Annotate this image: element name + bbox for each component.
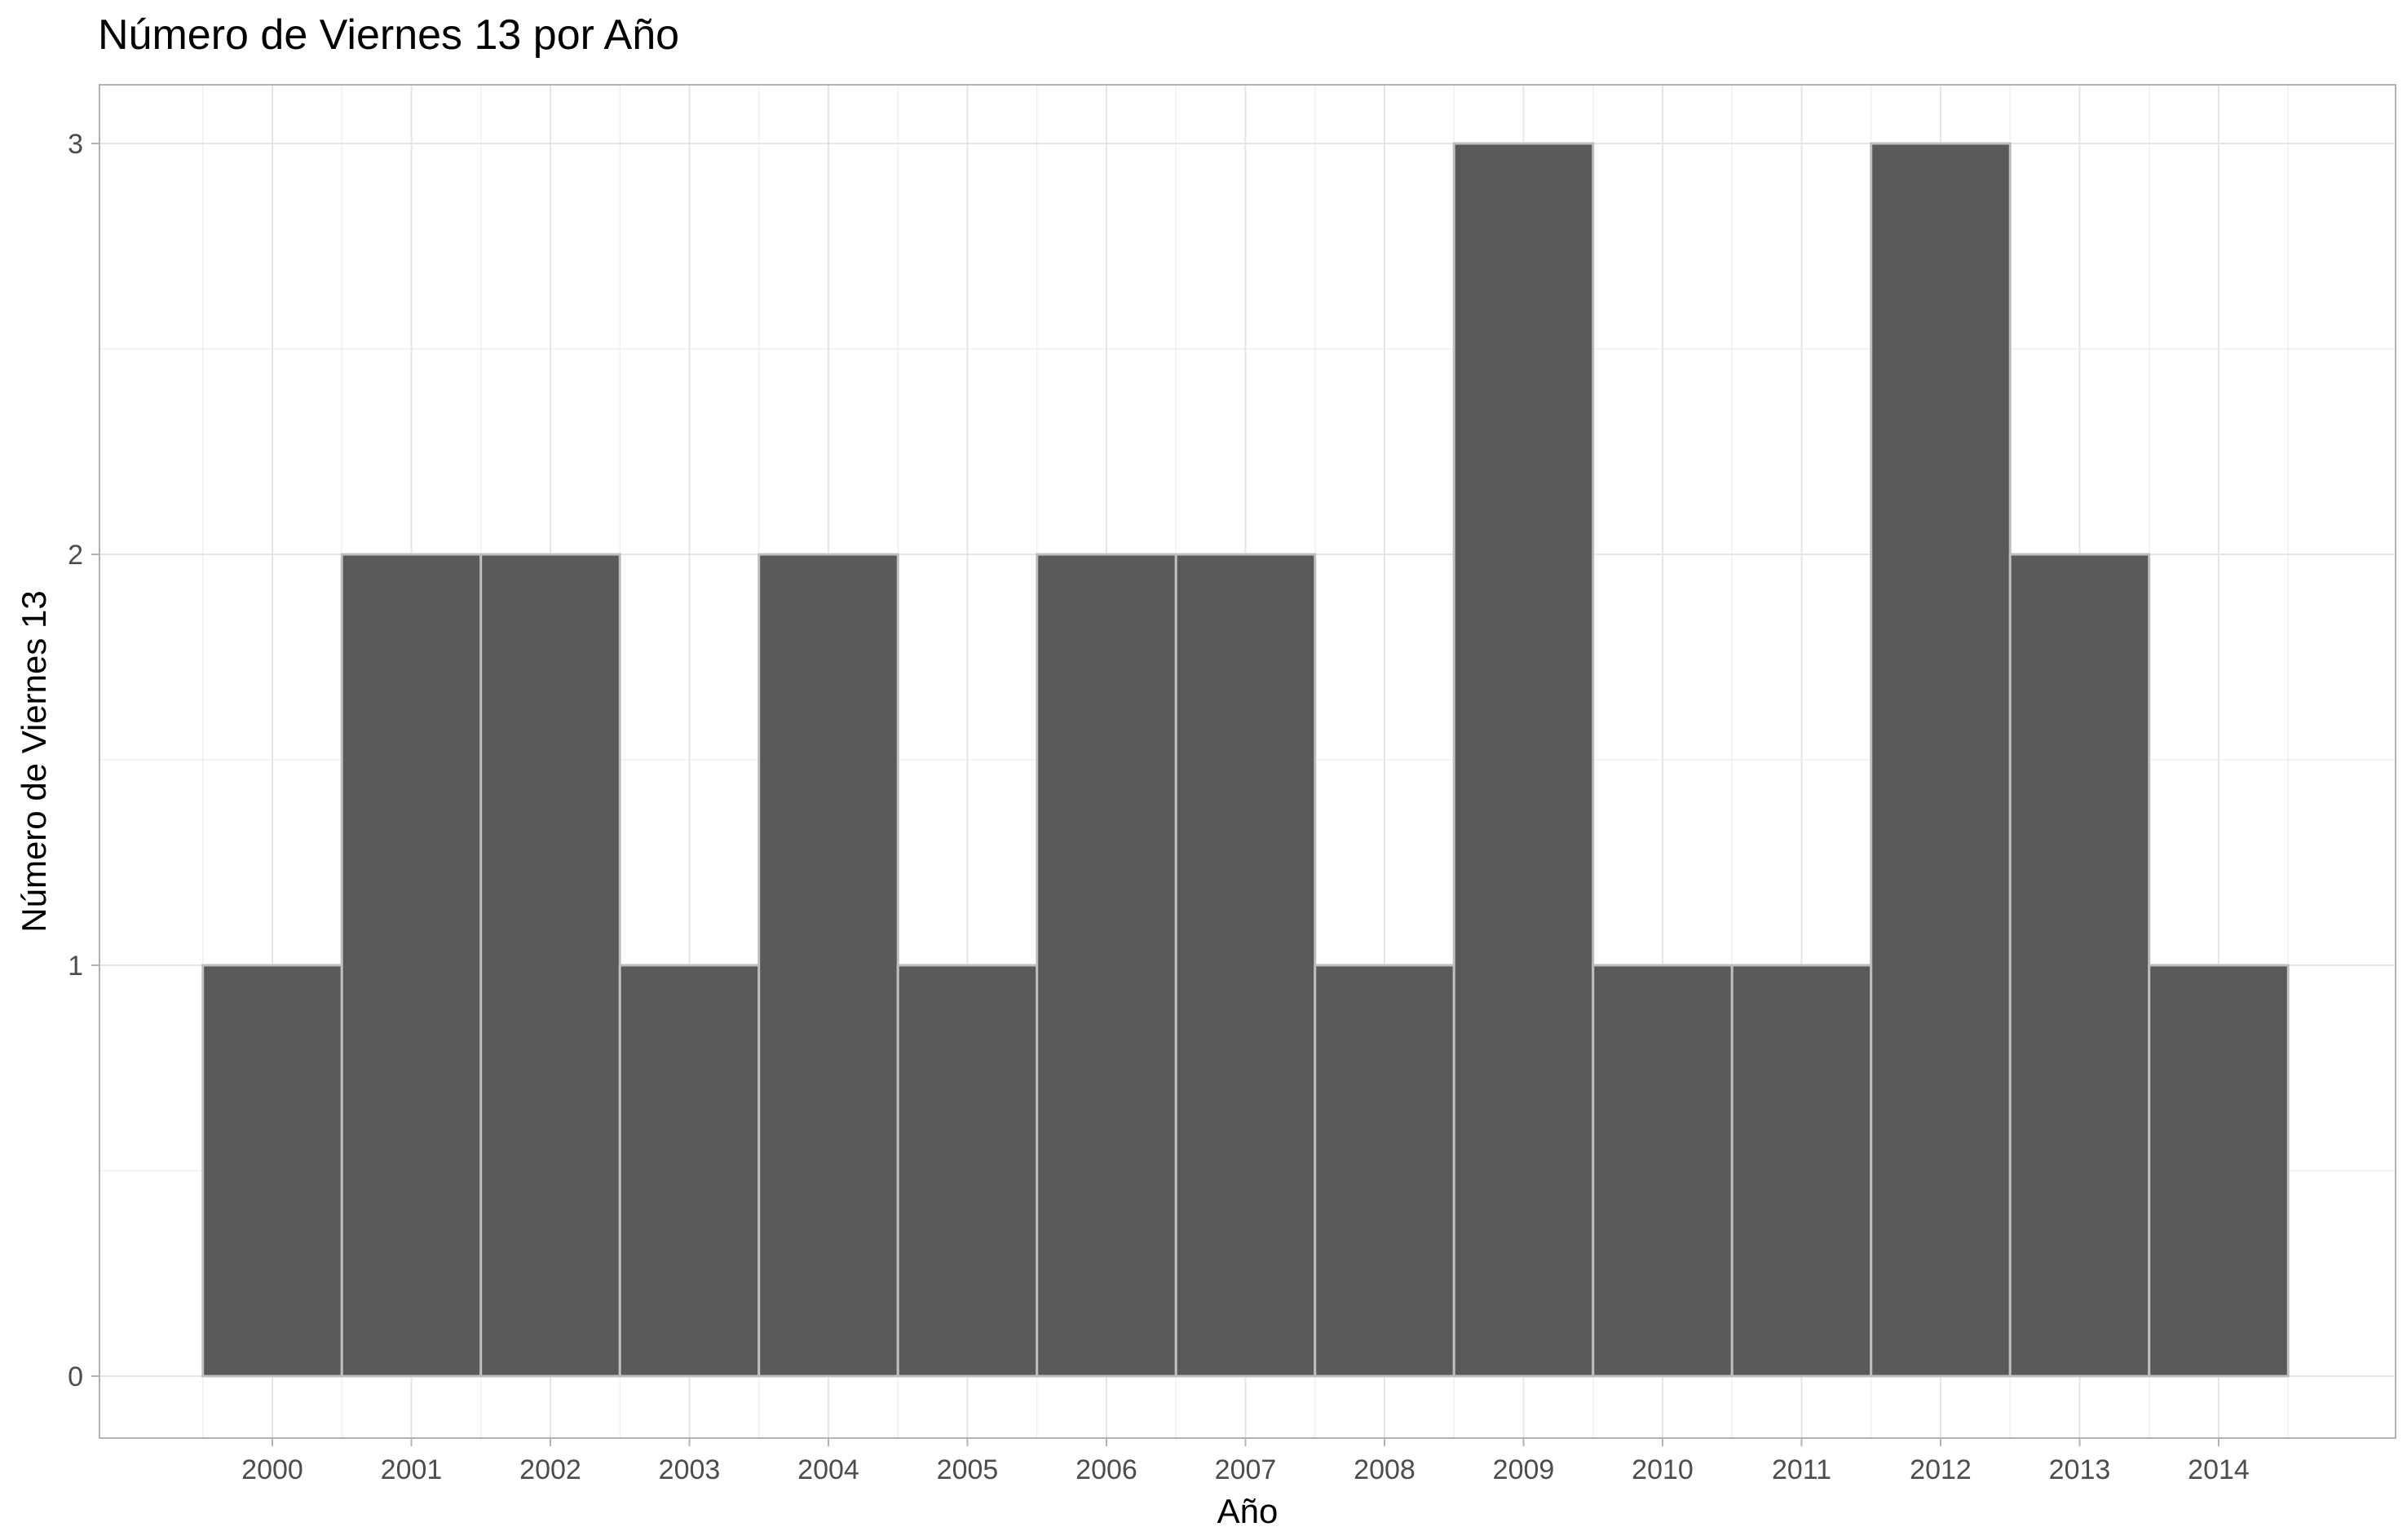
bar-2006 (1036, 553, 1177, 1378)
x-tick-label: 2014 (2188, 1454, 2250, 1485)
x-tick-label: 2013 (2049, 1454, 2111, 1485)
x-tick-label: 2012 (1910, 1454, 1972, 1485)
x-tick-label: 2005 (937, 1454, 999, 1485)
x-axis-title: Año (1217, 1492, 1279, 1530)
bar-2011 (1730, 964, 1873, 1378)
x-tick-label: 2002 (519, 1454, 581, 1485)
bar-2004 (757, 553, 899, 1378)
tick-layer: 0 1 2 3 2000 2001 2002 2003 2004 2005 2006 2007 2008… (68, 129, 2250, 1485)
x-tick-label: 2001 (381, 1454, 443, 1485)
bar-2013 (2008, 553, 2151, 1378)
bar-2008 (1314, 964, 1455, 1378)
bar-2003 (618, 964, 761, 1378)
x-tick-label: 2008 (1354, 1454, 1415, 1485)
bar-2012 (1870, 142, 2012, 1378)
bar-2005 (896, 964, 1039, 1378)
x-tick-label: 2000 (241, 1454, 303, 1485)
bar-2007 (1174, 553, 1317, 1378)
x-tick-label: 2007 (1215, 1454, 1277, 1485)
y-tick-label: 2 (68, 540, 83, 571)
x-tick-label: 2009 (1493, 1454, 1555, 1485)
x-tick-label: 2011 (1772, 1454, 1831, 1485)
bar-2010 (1592, 964, 1733, 1378)
x-tick-label: 2004 (797, 1454, 859, 1485)
y-tick-label: 1 (68, 951, 83, 982)
bar-layer (201, 142, 2290, 1378)
bar-2002 (479, 553, 621, 1378)
chart-title: Número de Viernes 13 por Año (98, 11, 679, 59)
panel-border (99, 84, 2396, 1439)
y-tick-label: 0 (68, 1361, 83, 1392)
x-tick-label: 2003 (659, 1454, 721, 1485)
x-tick-label: 2010 (1632, 1454, 1694, 1485)
bar-2009 (1452, 142, 1595, 1378)
x-tick-label: 2006 (1075, 1454, 1137, 1485)
y-axis-title: Número de Viernes 13 (15, 590, 53, 932)
bar-2014 (2148, 964, 2290, 1378)
y-tick-label: 3 (68, 129, 83, 160)
bar-2000 (201, 964, 343, 1378)
bar-2001 (340, 553, 483, 1378)
